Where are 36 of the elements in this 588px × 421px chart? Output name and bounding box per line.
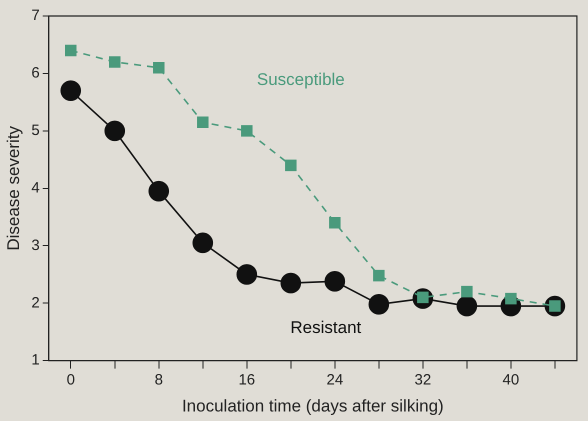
point [373, 270, 385, 282]
y-tick-label: 4 [31, 179, 40, 196]
text: Susceptible [256, 70, 345, 90]
point [329, 217, 341, 229]
y-tick-label: 2 [31, 294, 40, 312]
point [65, 44, 76, 56]
series-label: Resistant [290, 318, 362, 337]
x-tick-label: 8 [154, 372, 163, 389]
y-tick-label: 6 [31, 64, 40, 82]
x-tick-label: 16 [238, 372, 256, 389]
point [197, 116, 209, 128]
y-tick-label: 5 [31, 122, 40, 140]
point [285, 160, 297, 172]
y-tick-label: 1 [31, 352, 40, 369]
point [241, 125, 253, 137]
point [109, 56, 121, 68]
x-tick-label: 32 [414, 372, 432, 389]
y-axis-title: Disease severity [4, 125, 23, 251]
point [461, 286, 473, 298]
point [505, 292, 517, 304]
x-axis-title: Inoculation time (days after silking) [182, 396, 444, 416]
x-tick-label: 0 [66, 372, 75, 389]
point [192, 232, 214, 254]
point [104, 120, 126, 142]
x-tick-label: 40 [502, 372, 520, 389]
x-tick-label: 24 [326, 372, 344, 389]
point [236, 264, 258, 285]
point [324, 271, 346, 292]
point [368, 294, 390, 315]
point [456, 296, 478, 316]
point [60, 80, 82, 101]
point [148, 180, 170, 202]
point [280, 272, 302, 294]
y-tick-label: 7 [31, 7, 40, 24]
point [153, 62, 165, 74]
y-tick-label: 3 [31, 236, 40, 254]
